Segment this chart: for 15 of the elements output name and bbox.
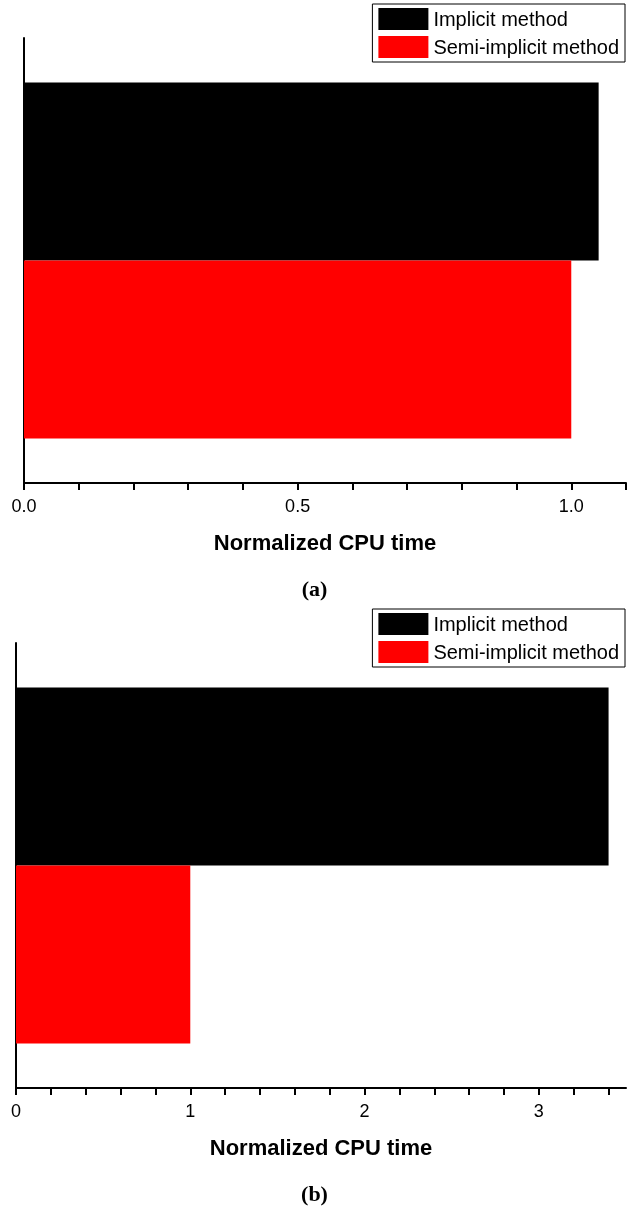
x-tick-label: 0.5 bbox=[285, 496, 311, 516]
x-tick-label: 1 bbox=[185, 1101, 196, 1121]
text: (b) bbox=[301, 1180, 328, 1206]
x-tick-label: 0 bbox=[10, 1101, 22, 1121]
x-tick-label: 2 bbox=[359, 1101, 370, 1121]
x-axis-title: Normalized CPU time bbox=[213, 529, 437, 555]
x-tick-label: 0.0 bbox=[11, 496, 37, 516]
legend-label: Semi-implicit method bbox=[433, 641, 619, 663]
legend-label: Semi-implicit method bbox=[433, 36, 619, 58]
legend-label: Implicit method bbox=[433, 8, 568, 30]
x-tick-label: 3 bbox=[533, 1101, 544, 1121]
text: (a) bbox=[301, 575, 328, 601]
x-tick-label: 1.0 bbox=[558, 496, 584, 516]
legend-label: Implicit method bbox=[433, 613, 568, 635]
x-axis-title: Normalized CPU time bbox=[209, 1134, 433, 1160]
